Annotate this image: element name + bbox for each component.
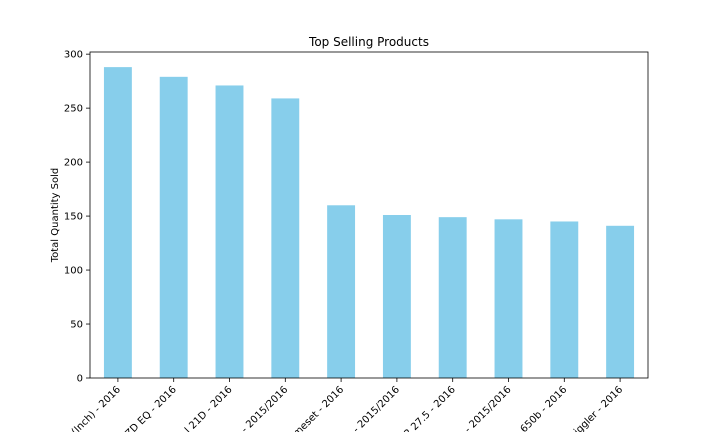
chart-title: Top Selling Products — [308, 35, 429, 49]
x-tick-label-8: - 2015/2016 — [463, 384, 514, 432]
y-tick-label-300: 300 — [64, 50, 83, 61]
bar-9 — [550, 221, 579, 378]
x-tick-label-6: - 2015/2016 — [351, 384, 402, 432]
y-tick-label-0: 0 — [77, 374, 83, 385]
bar-8 — [494, 219, 523, 378]
y-axis-ticks: 0 50 100 150 200 250 300 — [64, 50, 90, 385]
bar-3 — [215, 85, 244, 379]
x-axis-ticks: (Inch) - 2016 ZD EQ - 2016 l 21D - 2016- 2… — [70, 378, 625, 432]
y-tick-label-100: 100 — [64, 266, 83, 277]
y-axis-label: Total Quantity Sold — [50, 168, 61, 264]
y-tick-label-250: 250 — [64, 104, 83, 115]
x-tick-label-2: ZD EQ - 2016 — [123, 384, 178, 432]
bar-6 — [382, 215, 411, 378]
y-tick-label-200: 200 — [64, 158, 83, 169]
y-tick-label-150: 150 — [64, 212, 83, 223]
plot-area-frame — [89, 51, 649, 379]
x-tick-label-5: meset - 2016 — [291, 384, 346, 432]
y-tick-label-50: 50 — [70, 320, 83, 331]
bar-10 — [606, 225, 635, 378]
bars-group — [103, 67, 635, 379]
bar-4 — [271, 98, 300, 378]
x-tick-label-4: - 2015/2016 — [239, 384, 290, 432]
x-tick-label-7: 2 27.5 - 2016 — [403, 384, 458, 432]
x-tick-label-3: l 21D - 2016 — [183, 384, 234, 432]
x-tick-label-1: (Inch) - 2016 — [70, 384, 123, 432]
x-tick-label-10: iggler - 2016 — [572, 384, 625, 432]
bar-1 — [103, 67, 132, 378]
x-tick-label-9: 650b - 2016 — [519, 384, 570, 432]
bar-5 — [327, 205, 356, 378]
bar-2 — [159, 76, 188, 378]
bar-7 — [438, 217, 467, 378]
